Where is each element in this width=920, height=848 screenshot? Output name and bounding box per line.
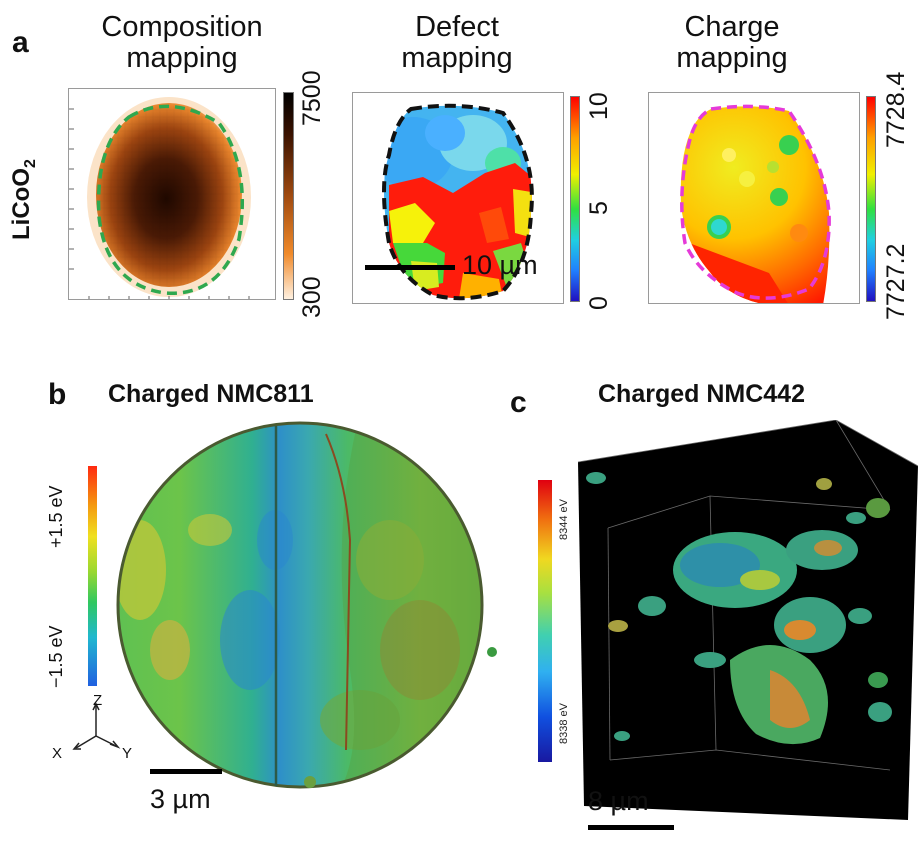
scale-bar-c-label: 8 µm <box>588 786 649 816</box>
axis-z-label: Z <box>93 692 103 709</box>
nmc811-colorbar <box>88 466 97 686</box>
charge-mapping-title: Charge mapping <box>676 11 788 74</box>
scale-bar-b-label: 3 µm <box>150 784 211 814</box>
defect-cbar-min: 0 <box>585 296 613 310</box>
xyz-axes-icon <box>52 690 142 760</box>
defect-map <box>352 92 564 304</box>
charge-map <box>648 92 860 304</box>
defect-colorbar <box>570 96 580 302</box>
nmc442-colorbar <box>538 480 552 762</box>
composition-cbar-min: 300 <box>298 276 326 318</box>
composition-map <box>68 88 276 300</box>
defect-cbar-max: 10 <box>585 92 613 120</box>
axis-y-label: Y <box>122 745 133 762</box>
composition-cbar-max: 7500 <box>298 70 326 126</box>
charge-cbar-min: 7727.2 <box>882 243 910 320</box>
axis-x-label: X <box>52 745 63 762</box>
defect-cbar-mid: 5 <box>585 201 613 215</box>
defect-mapping-title: Defect mapping <box>401 11 513 74</box>
panel-c-title: Charged NMC442 <box>598 380 805 408</box>
row-label-licoo2: LiCoO2 <box>8 159 39 240</box>
scale-bar-c <box>588 825 674 830</box>
scale-bar-a <box>365 265 455 270</box>
charge-colorbar <box>866 96 876 302</box>
scale-bar-a-label: 10 µm <box>462 250 538 280</box>
panel-b-title: Charged NMC811 <box>108 380 314 408</box>
composition-mapping-title: Composition mapping <box>101 11 263 74</box>
panel-a-letter: a <box>12 26 29 59</box>
nmc442-cbar-top: 8344 eV <box>558 499 570 540</box>
panel-c-letter: c <box>510 386 527 419</box>
charge-cbar-max: 7728.4 <box>882 71 910 148</box>
nmc811-cbar-bottom: −1.5 eV <box>46 625 66 688</box>
nmc442-cbar-bottom: 8338 eV <box>558 703 570 744</box>
nmc811-cbar-top: +1.5 eV <box>46 485 66 548</box>
panel-b-letter: b <box>48 378 67 411</box>
composition-colorbar <box>283 92 294 300</box>
scale-bar-b <box>150 769 222 774</box>
nmc442-3d-render <box>560 420 918 830</box>
nmc811-particle-render <box>100 420 500 790</box>
